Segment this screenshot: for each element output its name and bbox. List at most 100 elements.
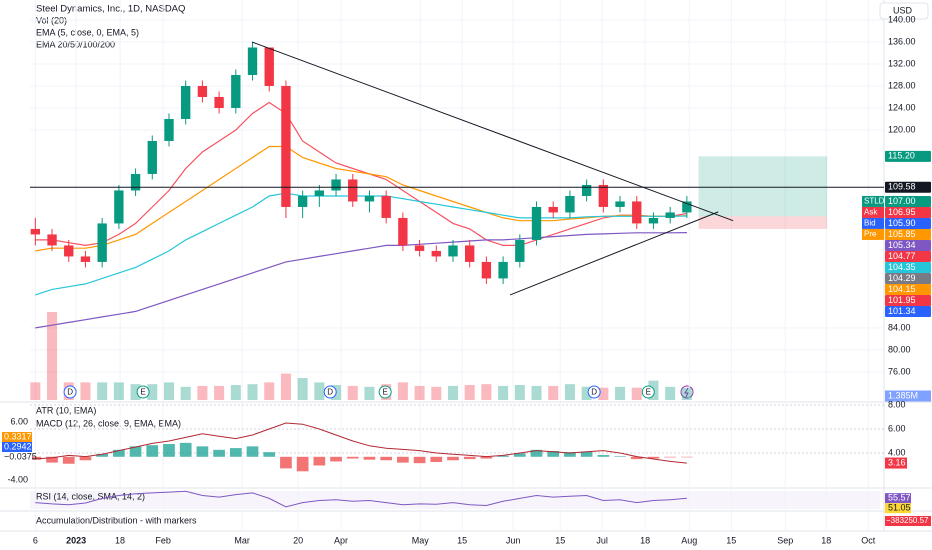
price-tag-name-box	[862, 217, 884, 229]
currency-button[interactable]	[879, 2, 929, 20]
volume-bar	[113, 382, 124, 400]
volume-bar	[598, 387, 609, 400]
event-label[interactable]: E	[382, 388, 387, 397]
volume-bar	[297, 378, 308, 400]
volume-bar	[681, 387, 692, 400]
event-label[interactable]: D	[67, 388, 73, 397]
volume-bar	[581, 386, 592, 400]
x-tick-label: 18	[821, 535, 831, 545]
x-tick-label: Mar	[234, 535, 250, 545]
candle-body	[481, 261, 492, 279]
y-tick-label-left: 6.00	[10, 416, 28, 426]
atr-tag-label: 3.16	[888, 457, 906, 467]
y-tick-label: 6.00	[888, 423, 906, 433]
y-tick-label: 8.00	[888, 399, 906, 409]
position-profit	[698, 156, 828, 217]
x-tick-label: 18	[115, 535, 125, 545]
macd-bar	[530, 449, 543, 457]
volume-bar	[631, 387, 642, 400]
volume-bar	[447, 385, 458, 400]
candle-body	[247, 47, 258, 75]
event-icon[interactable]	[587, 385, 601, 399]
candle-body	[548, 206, 558, 213]
rsi-line	[35, 490, 687, 508]
legend-line: EMA 20/50/100/200	[36, 39, 115, 49]
x-tick-label: 15	[726, 535, 736, 545]
event-icon[interactable]	[641, 385, 655, 399]
panel-title: RSI (14, close, SMA, 14, 2)	[36, 491, 145, 501]
price-tag	[885, 283, 931, 295]
candle-body	[231, 74, 241, 108]
macd-bar	[397, 456, 409, 463]
event-icon[interactable]	[323, 385, 337, 399]
volume-bar	[230, 385, 241, 400]
macd-bar	[497, 455, 509, 457]
price-tag-name-box	[862, 206, 884, 218]
macd-bar	[46, 456, 58, 463]
volume-tag	[885, 390, 931, 402]
candle-body	[364, 195, 375, 202]
candle-body	[30, 228, 41, 235]
candle-body	[314, 190, 325, 196]
volume-bar	[531, 385, 542, 400]
macd-bar	[513, 453, 526, 457]
ad-tag-label: −383250.57	[886, 516, 929, 525]
x-tick-label: Aug	[681, 535, 697, 545]
volume-bar	[397, 382, 408, 400]
event-label[interactable]: D	[327, 388, 333, 397]
macd-tag	[2, 432, 32, 443]
y-tick-label: 124.00	[888, 102, 916, 112]
candle-body	[197, 85, 208, 97]
y-tick-label-left: -4.00	[7, 474, 28, 484]
price-tag	[885, 239, 931, 251]
macd-bar	[447, 456, 459, 461]
price-tag-label: 104.29	[888, 273, 916, 283]
macd-bar	[363, 456, 376, 460]
rsi-tag	[885, 493, 911, 504]
price-tag-label: 104.15	[888, 284, 916, 294]
price-tag-name-box	[862, 228, 884, 240]
event-icon[interactable]	[136, 385, 150, 399]
price-tag	[885, 294, 931, 306]
volume-bar	[197, 385, 208, 400]
price-tag-name: Pre	[864, 230, 877, 239]
macd-bar	[129, 446, 142, 457]
price-tag-label: 105.90	[888, 218, 916, 228]
candle-body	[648, 217, 659, 224]
price-tag	[885, 272, 931, 284]
panel-title: Accumulation/Distribution - with markers	[36, 515, 197, 525]
split-icon[interactable]	[680, 385, 694, 399]
ema-line	[35, 192, 687, 296]
macd-tag-label: 0.2942	[4, 441, 32, 451]
price-tag-label: 101.34	[888, 306, 916, 316]
event-icon[interactable]	[378, 385, 392, 399]
price-tag-label: 105.34	[888, 240, 916, 250]
candle-body	[114, 190, 124, 224]
x-tick-label: 15	[555, 535, 565, 545]
currency[interactable]: USD	[893, 5, 913, 15]
event-label[interactable]: E	[140, 388, 145, 397]
y-tick-label: 80.00	[888, 344, 911, 354]
ema-line	[35, 232, 687, 329]
price-tag-label: 106.95	[888, 207, 916, 217]
macd-bar	[296, 456, 309, 472]
y-tick-label: 128.00	[888, 80, 916, 90]
volume-bar	[264, 382, 275, 400]
event-label[interactable]: E	[646, 388, 651, 397]
macd-bar	[213, 449, 225, 457]
event-icon[interactable]	[63, 385, 77, 399]
candle-body	[448, 245, 458, 257]
macd-bar	[614, 456, 626, 457]
macd-bar	[280, 456, 292, 469]
volume-bar	[163, 382, 174, 400]
volume-bar	[431, 386, 442, 400]
price-tag-label: 107.00	[888, 196, 916, 206]
y-tick-label: 76.00	[888, 366, 911, 376]
panel-title: ATR (10, EMA)	[36, 405, 96, 415]
candle-body	[181, 85, 191, 119]
candle-body	[682, 201, 692, 213]
candle-body	[515, 239, 525, 262]
event-label[interactable]: D	[591, 388, 597, 397]
price-tag-label: 101.95	[888, 295, 916, 305]
